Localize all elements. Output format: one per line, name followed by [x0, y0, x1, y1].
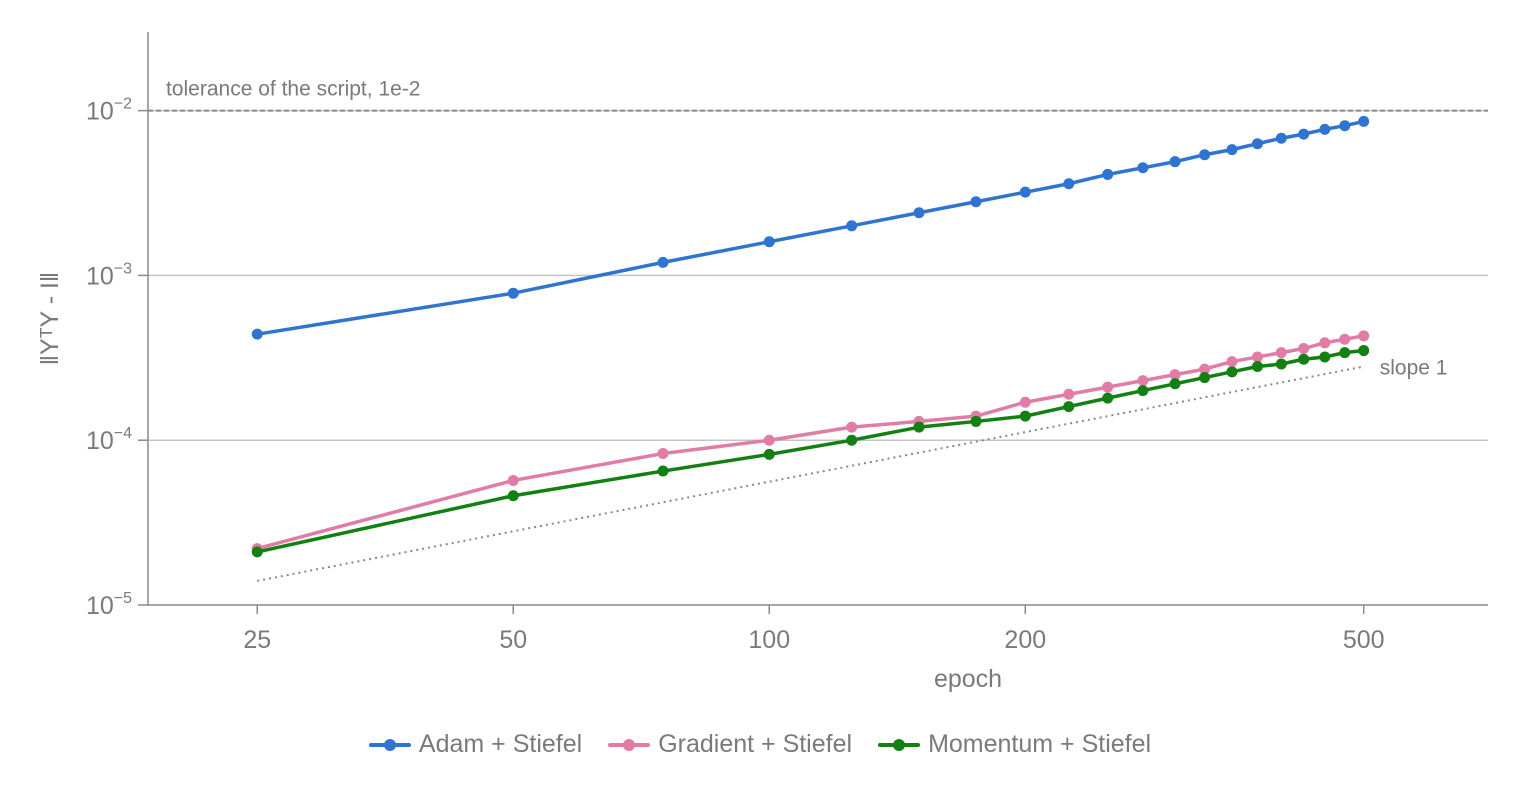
- data-point-series-2: [507, 490, 519, 502]
- legend: Adam + Stiefel Gradient + Stiefel Momentum…: [0, 730, 1520, 759]
- data-point-series-0: [1169, 156, 1181, 168]
- data-point-series-2: [1226, 366, 1238, 378]
- data-point-series-2: [251, 546, 263, 558]
- tolerance-label: tolerance of the script, 1e-2: [166, 78, 420, 101]
- data-point-series-0: [763, 236, 775, 248]
- data-point-series-1: [763, 434, 775, 446]
- data-point-series-0: [970, 196, 982, 208]
- x-tick-label: 50: [499, 626, 527, 654]
- data-point-series-2: [913, 421, 925, 433]
- plot-canvas: 10−5 10−4 10−3 10−2 25 50 100 200 500 epoch ‖YᵀY -…: [36, 32, 1488, 693]
- data-point-series-1: [1019, 396, 1031, 408]
- data-point-series-0: [846, 220, 858, 232]
- data-point-series-1: [507, 474, 519, 486]
- data-point-series-2: [1275, 358, 1287, 370]
- data-point-series-1: [657, 448, 669, 460]
- data-point-series-2: [1358, 345, 1370, 357]
- slope-label: slope 1: [1380, 357, 1448, 380]
- data-point-series-1: [1063, 388, 1075, 400]
- data-point-series-2: [1102, 392, 1114, 404]
- data-point-series-1: [1102, 381, 1114, 393]
- data-point-series-0: [1319, 123, 1331, 135]
- legend-label: Momentum + Stiefel: [928, 730, 1152, 758]
- x-tick-label: 200: [1004, 626, 1046, 654]
- y-axis-label: ‖YᵀY - I‖: [36, 272, 64, 366]
- legend-item: Gradient + Stiefel: [608, 730, 852, 759]
- data-point-series-0: [1063, 178, 1075, 190]
- data-point-series-0: [1298, 128, 1310, 140]
- data-point-series-2: [1251, 361, 1263, 373]
- y-tick-label: 10−2: [86, 96, 132, 126]
- data-point-series-2: [1063, 401, 1075, 413]
- data-point-series-0: [1358, 115, 1370, 127]
- data-point-series-0: [1275, 132, 1287, 144]
- data-point-series-0: [507, 287, 519, 299]
- legend-item: Momentum + Stiefel: [878, 730, 1151, 759]
- data-point-series-1: [1169, 369, 1181, 381]
- x-tick-label: 100: [748, 626, 790, 654]
- y-tick-label: 10−4: [86, 425, 132, 455]
- data-point-series-1: [1358, 330, 1370, 342]
- legend-marker: [623, 738, 636, 751]
- data-point-series-0: [657, 256, 669, 268]
- data-point-series-1: [1137, 375, 1149, 387]
- x-tick-label: 500: [1343, 626, 1385, 654]
- data-point-series-2: [1019, 410, 1031, 422]
- legend-item: Adam + Stiefel: [368, 730, 583, 759]
- data-point-series-2: [846, 434, 858, 446]
- data-point-series-2: [1319, 351, 1331, 363]
- data-point-series-2: [763, 448, 775, 460]
- legend-swatch: [368, 738, 411, 751]
- data-point-series-1: [1199, 363, 1211, 375]
- legend-marker: [893, 738, 906, 751]
- data-point-series-0: [1199, 149, 1211, 161]
- data-point-series-0: [1019, 186, 1031, 198]
- legend-swatch: [608, 738, 651, 751]
- data-point-series-0: [1137, 162, 1149, 174]
- data-point-series-2: [1339, 347, 1351, 359]
- y-tick-label: 10−3: [86, 260, 132, 290]
- data-point-series-1: [1298, 343, 1310, 355]
- data-point-series-0: [913, 207, 925, 219]
- x-axis-label: epoch: [934, 665, 1002, 693]
- data-point-series-2: [657, 465, 669, 477]
- data-point-series-1: [1226, 356, 1238, 368]
- data-point-series-1: [1319, 337, 1331, 349]
- data-point-series-1: [1275, 347, 1287, 359]
- slope-reference-line: [257, 365, 1364, 582]
- data-point-series-0: [1102, 168, 1114, 180]
- data-point-series-1: [846, 421, 858, 433]
- data-point-series-1: [1339, 333, 1351, 345]
- data-point-series-0: [1226, 144, 1238, 156]
- data-point-series-2: [1137, 385, 1149, 397]
- data-point-series-2: [1169, 378, 1181, 390]
- data-point-series-0: [251, 328, 263, 340]
- data-point-series-0: [1251, 138, 1263, 150]
- series-line-2: [255, 348, 1366, 554]
- legend-marker: [383, 738, 396, 751]
- data-point-series-1: [1251, 351, 1263, 363]
- data-point-series-0: [1339, 120, 1351, 132]
- data-point-series-2: [1298, 353, 1310, 365]
- x-tick-label: 25: [243, 626, 271, 654]
- y-tick-label: 10−5: [86, 590, 132, 620]
- legend-label: Adam + Stiefel: [418, 730, 583, 758]
- legend-swatch: [878, 738, 921, 751]
- series-line-0: [255, 119, 1366, 336]
- legend-label: Gradient + Stiefel: [658, 730, 853, 758]
- data-point-series-2: [970, 415, 982, 427]
- data-point-series-2: [1199, 372, 1211, 384]
